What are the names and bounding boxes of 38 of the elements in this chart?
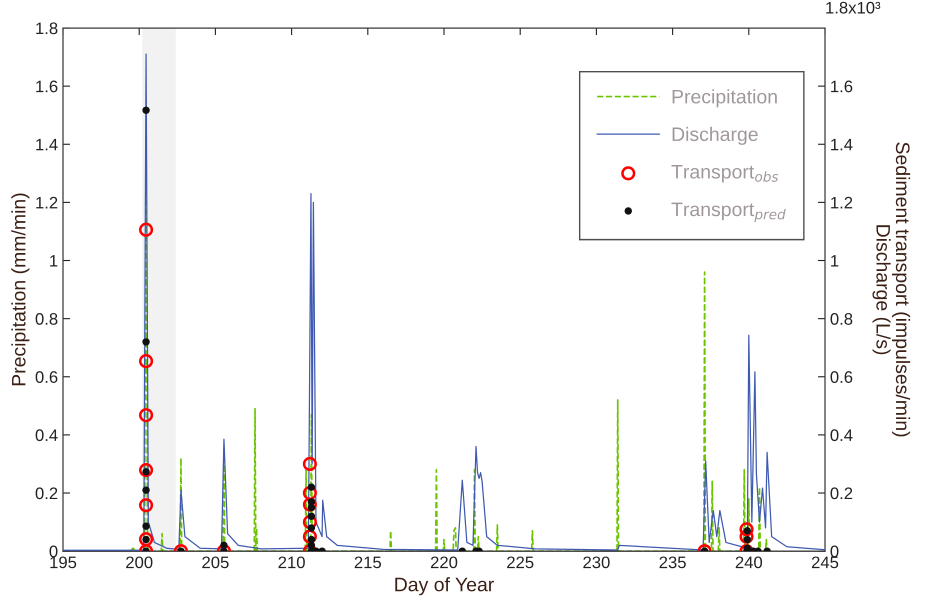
y-tick-label: 1 xyxy=(50,255,58,267)
x-tick-label: 195 xyxy=(50,556,76,568)
y-tick-label: 1.8 xyxy=(36,22,58,34)
x-tick-label: 220 xyxy=(430,556,458,568)
x-tick-label: 245 xyxy=(812,556,838,568)
y2-tick-label: 1 xyxy=(831,255,838,267)
text: 1.8x10³ xyxy=(826,2,880,14)
y-tick-label: 0.2 xyxy=(36,487,58,500)
y-tick-label: 0.8 xyxy=(36,313,58,325)
y2-tick-label: 0.8 xyxy=(830,313,852,325)
legend-label: Transport$_{pred}$ xyxy=(671,202,786,222)
y2-axis-title: Sediment transport (impulses/min) Discharge (L/s) xyxy=(872,142,910,436)
y2-tick-label: 0.6 xyxy=(830,371,852,383)
x-tick-label: 230 xyxy=(583,556,610,568)
x-tick-label: 240 xyxy=(736,556,762,568)
y-tick-label: 0.6 xyxy=(36,371,58,383)
x-tick-label: 225 xyxy=(507,556,534,568)
y2-tick-label: 1.6 xyxy=(831,80,852,92)
legend-label: Transport$_{obs}$ xyxy=(671,165,778,182)
legend-label: Discharge xyxy=(672,126,758,145)
y-axis-title: Precipitation (mm/min) xyxy=(11,194,30,386)
x-tick-label: 235 xyxy=(660,556,686,568)
y2-tick-label: 0.4 xyxy=(830,429,853,442)
y2-tick-label: 0 xyxy=(830,546,838,558)
y2-tick-label: 1.2 xyxy=(831,196,852,208)
y-tick-label: 0.4 xyxy=(36,429,58,442)
y-tick-label: 1.6 xyxy=(36,80,58,92)
legend-label: Precipitation xyxy=(672,89,777,108)
y-tick-label: 0 xyxy=(50,546,58,558)
y2-tick-label: 1.4 xyxy=(831,138,853,150)
x-tick-label: 215 xyxy=(354,556,382,568)
x-axis-title: Day of Year xyxy=(395,577,494,596)
y-tick-label: 1.4 xyxy=(36,138,58,150)
y2-tick-label: 0.2 xyxy=(830,487,852,500)
x-tick-label: 200 xyxy=(126,556,152,568)
x-tick-label: 205 xyxy=(202,556,229,568)
x-tick-label: 210 xyxy=(278,556,305,568)
y-tick-label: 1.2 xyxy=(36,196,58,208)
